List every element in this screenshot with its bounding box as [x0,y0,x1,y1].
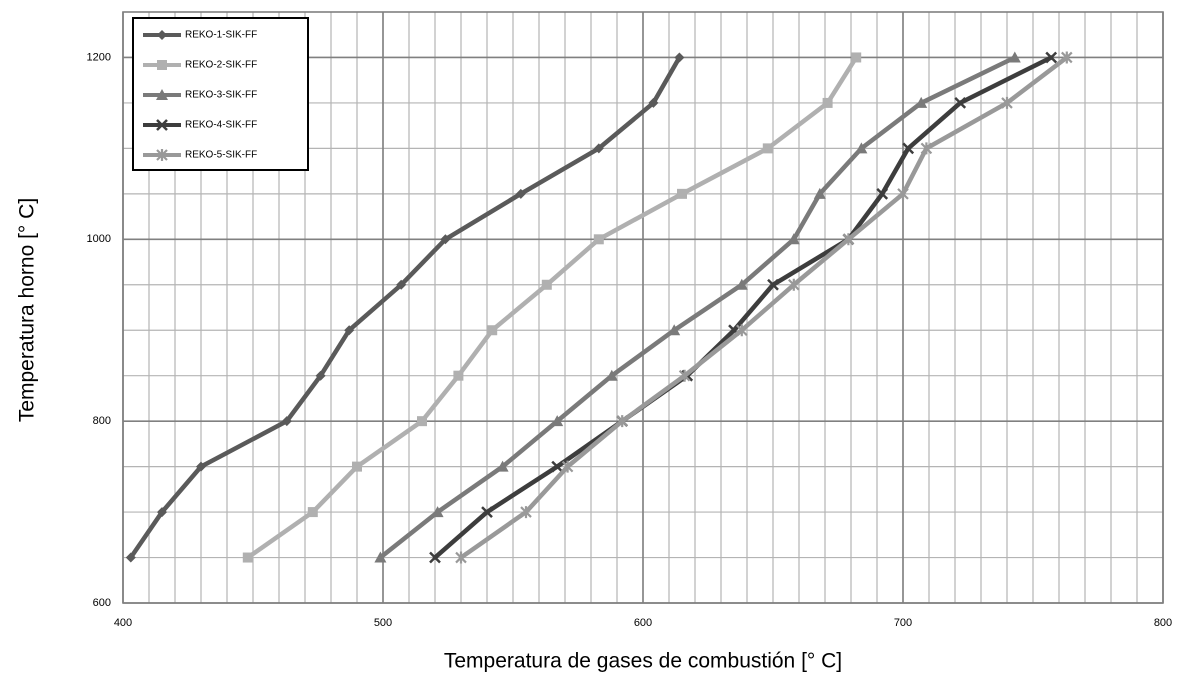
data-point [842,233,855,246]
data-point [315,370,326,381]
series-line [458,55,1070,560]
data-point [1001,96,1013,109]
data-point [954,97,967,109]
data-point [677,188,687,199]
data-point [352,461,362,472]
y-tick-label: 800 [93,415,111,427]
legend-marker [157,30,167,40]
y-tick-label: 1200 [87,51,111,63]
data-point [876,187,889,200]
data-point [736,324,748,337]
x-tick-label: 700 [894,617,912,629]
data-point [196,461,206,472]
y-axis-title: Temperatura horno [° C] [16,198,39,422]
data-point [515,188,526,199]
data-point [281,416,292,427]
data-point [668,324,681,336]
series-line [432,55,1054,560]
data-point [593,234,604,245]
data-point [307,507,318,518]
legend-entry: REKO-5-SIK-FF [143,149,257,161]
legend-label: REKO-1-SIK-FF [185,30,257,41]
data-point [813,187,826,199]
x-tick-label: 500 [374,617,392,629]
data-point [648,97,659,108]
data-point [616,415,628,428]
data-point [605,369,618,381]
data-point [855,142,868,154]
legend-entry: REKO-1-SIK-FF [143,30,257,41]
y-tick-label: 1000 [87,233,111,245]
data-point [678,369,691,382]
data-point [551,460,564,473]
data-point [520,506,532,519]
plot-border [122,11,1164,604]
data-point [762,143,773,154]
series-line [245,55,859,560]
data-point [541,279,552,290]
data-point [429,551,441,564]
data-point [902,142,915,155]
legend-marker [156,149,168,161]
data-point [915,96,928,108]
data-point [431,506,444,518]
data-point [787,233,800,245]
data-point [674,52,685,63]
legend-marker [156,119,168,131]
series-line [378,55,1018,560]
x-tick-label: 800 [1154,617,1172,629]
legend-label: REKO-2-SIK-FF [185,60,257,71]
data-point [822,97,833,108]
legend-label: REKO-5-SIK-FF [185,150,257,161]
data-point [561,460,574,473]
data-point [551,415,564,427]
legend-label: REKO-3-SIK-FF [185,90,257,101]
legend-label: REKO-4-SIK-FF [185,120,257,131]
legend-entry: REKO-2-SIK-FF [143,60,257,71]
data-point [455,551,467,564]
x-tick-label: 400 [114,617,132,629]
data-point [1008,51,1021,63]
data-point [897,187,909,200]
y-tick-label: 600 [93,597,111,609]
data-point [344,325,355,336]
data-point [735,278,748,290]
data-point [125,552,136,563]
data-point [242,552,253,563]
data-point [417,416,427,427]
series-line [128,55,682,560]
data-point [593,143,604,154]
legend-marker [156,89,168,100]
data-point [767,278,779,291]
data-point [788,278,800,291]
legend-entry: REKO-3-SIK-FF [143,89,257,101]
data-point [453,370,464,381]
legend-marker [157,60,167,70]
data-point [157,507,167,518]
data-point [1061,51,1073,64]
x-tick-label: 600 [634,617,652,629]
legend-entry: REKO-4-SIK-FF [143,119,257,131]
data-point [440,234,451,245]
x-axis-title: Temperatura de gases de combustión [° C] [444,650,842,673]
data-point [487,325,498,336]
data-point [1045,51,1058,64]
data-point [851,52,862,63]
data-point [496,460,509,472]
legend: REKO-1-SIK-FF REKO-2-SIK-FF REKO-3-SIK-FF R… [132,17,309,171]
data-point [481,506,493,518]
data-point [396,279,407,290]
data-point [920,142,933,155]
data-point [374,551,387,563]
